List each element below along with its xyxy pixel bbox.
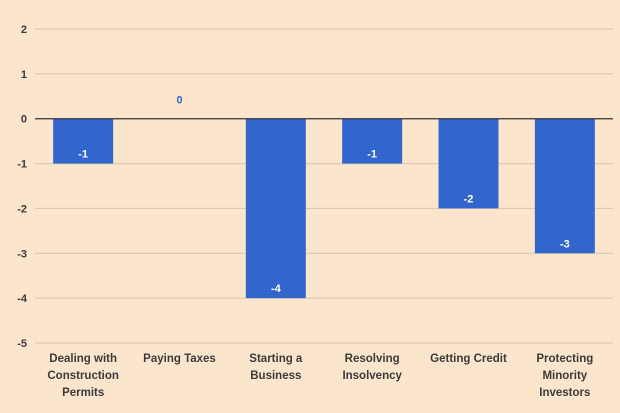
- bar: [342, 118, 403, 164]
- bar: [534, 118, 595, 254]
- data-label: -1: [78, 149, 88, 161]
- y-tick-label: 0: [21, 114, 27, 126]
- bar: [53, 118, 114, 164]
- x-category-label: Paying Taxes: [143, 353, 216, 365]
- y-tick-label: 1: [21, 69, 27, 81]
- x-axis-categories: Dealing with Construction Permits Paying Ta…: [47, 353, 593, 399]
- y-axis-ticks: 2 1 0 -1 -2 -3 -4 -5: [17, 24, 28, 350]
- data-label: -1: [367, 149, 377, 161]
- x-category-label: Protecting Minority Investors: [536, 353, 593, 399]
- x-category-label-line: Paying Taxes: [143, 353, 216, 365]
- x-category-label-line: Protecting: [536, 353, 593, 365]
- x-category-label-line: Getting Credit: [430, 353, 507, 365]
- y-tick-label: -4: [17, 293, 28, 305]
- bar: [245, 118, 306, 299]
- x-category-label-line: Construction: [47, 370, 119, 382]
- x-category-label-line: Resolving: [345, 353, 400, 365]
- y-tick-label: -5: [17, 338, 27, 350]
- x-category-label: Dealing with Construction Permits: [47, 353, 119, 399]
- x-category-label: Resolving Insolvency: [342, 353, 402, 382]
- x-category-label-line: Business: [250, 370, 301, 382]
- x-category-label-line: Starting a: [249, 353, 303, 365]
- x-category-label: Getting Credit: [430, 353, 507, 365]
- x-category-label-line: Permits: [62, 387, 104, 399]
- data-label: 0: [176, 95, 182, 107]
- bars: [53, 118, 595, 299]
- bar: [438, 118, 499, 209]
- data-label: -3: [560, 238, 570, 250]
- y-tick-label: -3: [17, 248, 27, 260]
- x-category-label: Starting a Business: [249, 353, 303, 382]
- x-category-label-line: Minority: [542, 370, 587, 382]
- y-tick-label: 2: [21, 24, 27, 36]
- data-labels: -1 0 -4 -1 -2 -3: [78, 95, 569, 295]
- y-tick-label: -1: [17, 159, 27, 171]
- data-label: -4: [271, 283, 282, 295]
- x-category-label-line: Dealing with: [49, 353, 117, 365]
- data-label: -2: [464, 193, 474, 205]
- x-category-label-line: Insolvency: [342, 370, 402, 382]
- x-category-label-line: Investors: [539, 387, 590, 399]
- y-tick-label: -2: [17, 203, 27, 215]
- gridlines: [35, 28, 613, 344]
